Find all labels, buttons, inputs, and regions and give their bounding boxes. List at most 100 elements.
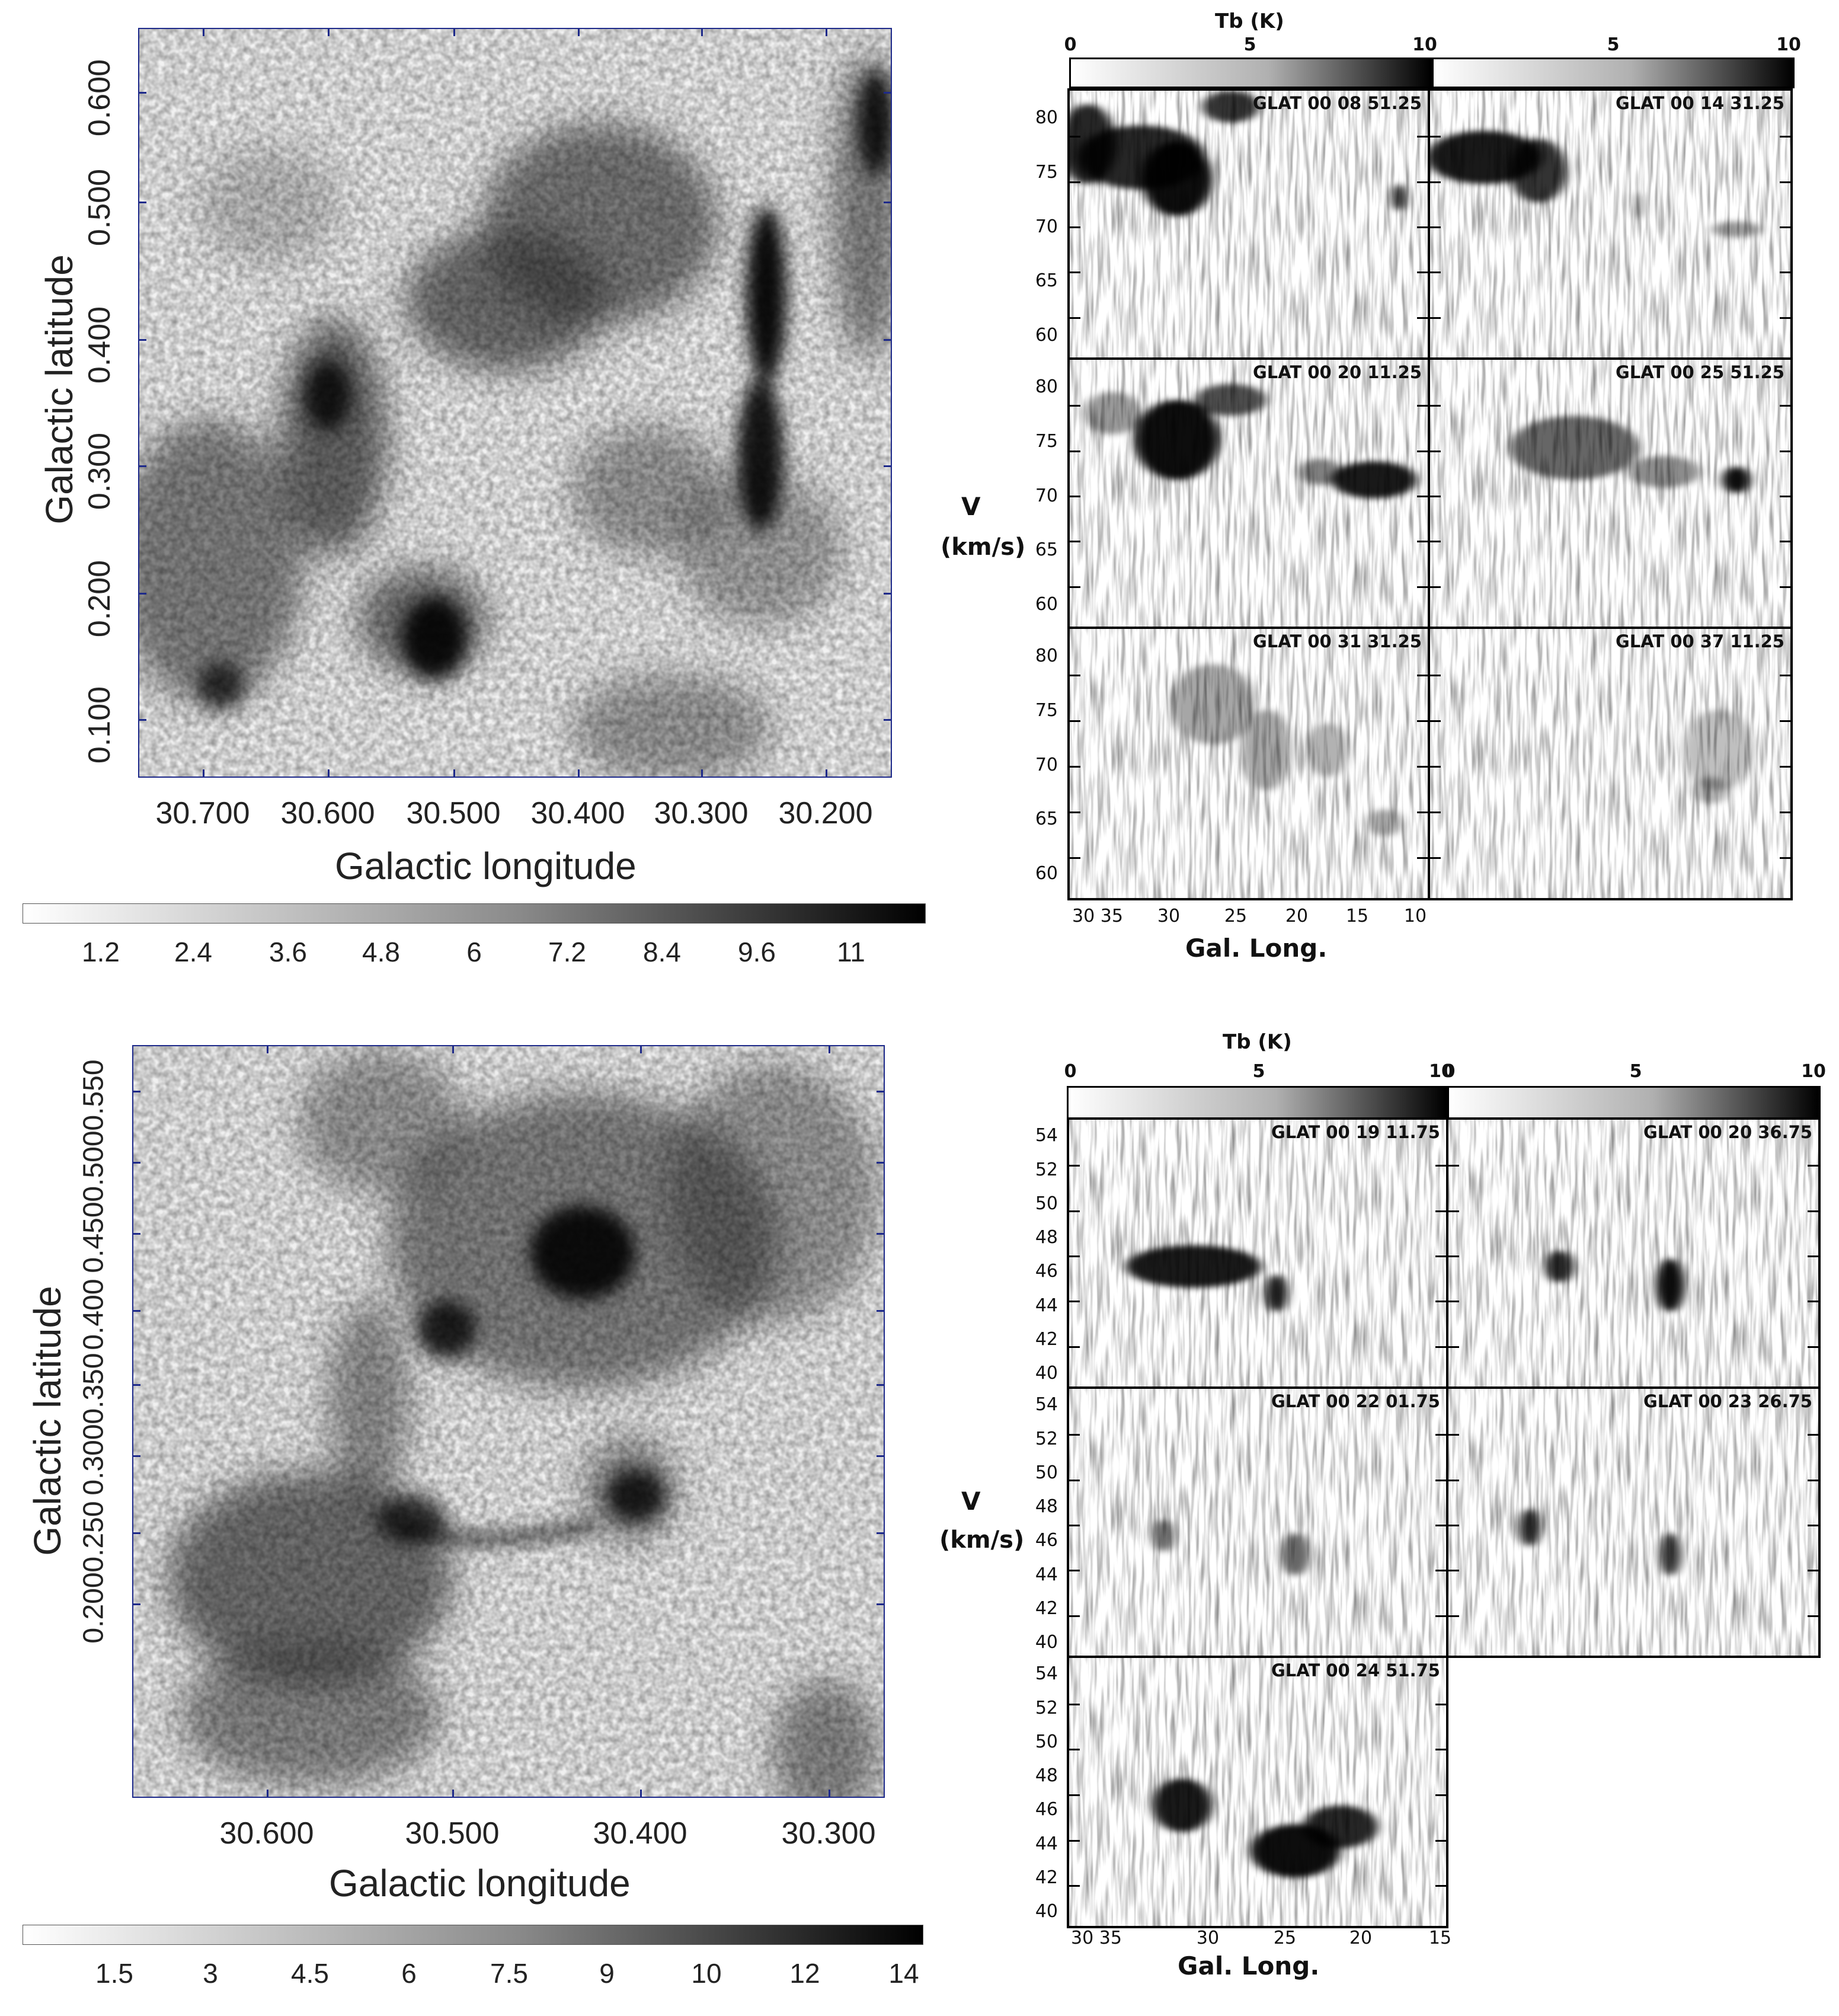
bottom-pv-tickmark [1435, 1703, 1446, 1705]
top-pv-tickmark [1780, 226, 1790, 228]
bottom-pv-tickmark [1448, 1165, 1459, 1167]
bottom-map-x-tickmark [267, 1790, 268, 1798]
top-map-y-tickmark [884, 593, 892, 595]
bottom-pv-tickmark [1069, 1703, 1080, 1705]
top-map-y-tick: 0.500 [82, 168, 117, 247]
top-pv-tickmark [1780, 586, 1790, 588]
bottom-pv-v-tick: 48 [1035, 1496, 1058, 1517]
top-pv-v-tick: 75 [1035, 699, 1058, 721]
top-pv-tickmark [1070, 181, 1080, 183]
top-pv-tickmark [1780, 766, 1790, 768]
bottom-pv-tickmark [1448, 1479, 1459, 1481]
top-pv-tickmark [1780, 541, 1790, 543]
top-map-y-tickmark [138, 593, 146, 595]
top-pv-v-tick: 80 [1035, 376, 1058, 398]
top-pv-panel-title: GLAT 00 08 51.25 [1253, 93, 1422, 113]
top-pv-v-tick: 80 [1035, 107, 1058, 129]
top-map-y-tick: 0.100 [82, 686, 117, 764]
top-pv-panel-image [1070, 360, 1428, 627]
top-map-y-tickmark [884, 339, 892, 341]
top-pv-xlabel: Gal. Long. [1185, 934, 1328, 963]
top-pv-x-tick: 10 [1403, 906, 1427, 926]
bottom-pv-tickmark [1448, 1434, 1459, 1436]
bottom-pv-panel-title: GLAT 00 24 51.75 [1271, 1660, 1440, 1680]
bottom-pv-ylabel-unit: (km/s) [939, 1526, 1025, 1554]
bottom-pv-v-tick: 42 [1035, 1598, 1058, 1619]
bottom-pv-colorbar-tick: 0 [1443, 1061, 1456, 1082]
bottom-pv-v-tick: 44 [1035, 1564, 1058, 1585]
top-pv-panel-3: GLAT 00 20 11.25 [1067, 357, 1430, 629]
bottom-pv-colorbar-tick: 0 [1064, 1061, 1077, 1082]
top-pv-v-tick: 60 [1035, 593, 1058, 615]
top-map-colorbar-tick: 3.6 [269, 937, 307, 967]
bottom-pv-xlabel: Gal. Long. [1178, 1951, 1320, 1980]
bottom-pv-tickmark [1069, 1210, 1080, 1212]
top-pv-panel-6: GLAT 00 37 11.25 [1428, 627, 1793, 900]
bottom-pv-tickmark [1435, 1301, 1446, 1303]
bottom-pv-tickmark [1808, 1210, 1818, 1212]
bottom-map-x-tickmark [267, 1045, 268, 1053]
bottom-pv-tickmark [1435, 1794, 1446, 1796]
bottom-pv-v-tick: 44 [1035, 1833, 1058, 1854]
bottom-pv-tickmark [1069, 1301, 1080, 1303]
bottom-pv-v-tick: 42 [1035, 1328, 1058, 1350]
bottom-map-x-tickmark [640, 1045, 642, 1053]
top-map-x-tickmark [328, 769, 330, 778]
bottom-map-y-tickmark [877, 1233, 885, 1235]
bottom-map-colorbar-tick: 9 [599, 1958, 615, 1989]
bottom-map-y-tickmark [132, 1603, 140, 1605]
bottom-map-x-tickmark [452, 1045, 454, 1053]
bottom-pv-tickmark [1448, 1301, 1459, 1303]
top-pv-x-tick: 15 [1345, 906, 1369, 926]
bottom-map-y-tickmark [132, 1384, 140, 1386]
bottom-pv-v-tick: 44 [1035, 1295, 1058, 1316]
bottom-pv-tickmark [1435, 1479, 1446, 1481]
top-pv-v-tick: 65 [1035, 270, 1058, 292]
top-pv-tickmark [1430, 317, 1441, 319]
bottom-pv-tickmark [1448, 1255, 1459, 1257]
top-pv-tickmark [1430, 811, 1441, 813]
top-pv-tickmark [1070, 857, 1080, 859]
bottom-pv-panel-1: GLAT 00 19 11.75 [1067, 1117, 1448, 1389]
top-pv-v-tick: 65 [1035, 539, 1058, 561]
bottom-map-y-tickmark [877, 1091, 885, 1092]
top-pv-x-tick: 25 [1224, 906, 1248, 926]
bottom-pv-panel-title: GLAT 00 20 36.75 [1643, 1122, 1812, 1142]
bottom-pv-tickmark [1808, 1434, 1818, 1436]
bottom-pv-v-tick: 54 [1035, 1125, 1058, 1146]
top-pv-panel-title: GLAT 00 20 11.25 [1253, 362, 1422, 382]
bottom-map-colorbar-tick: 6 [401, 1958, 417, 1989]
bottom-pv-tickmark [1435, 1749, 1446, 1751]
top-map-x-tickmark [701, 28, 703, 36]
bottom-map-colorbar-tick: 3 [203, 1958, 218, 1989]
top-pv-v-tick: 60 [1035, 324, 1058, 346]
bottom-map-x-tick: 30.400 [593, 1816, 687, 1851]
bottom-map-y-tickmark [132, 1532, 140, 1534]
bottom-map-y-tickmark [132, 1162, 140, 1164]
top-pv-tickmark [1417, 857, 1428, 859]
top-map-x-tickmark [578, 28, 580, 36]
top-pv-panel-5: GLAT 00 31 31.25 [1067, 627, 1430, 900]
top-pv-panel-title: GLAT 00 25 51.25 [1616, 362, 1784, 382]
bottom-pv-panel-title: GLAT 00 19 11.75 [1271, 1122, 1440, 1142]
bottom-pv-v-tick: 40 [1035, 1632, 1058, 1653]
bottom-map-colorbar-tick: 12 [789, 1958, 820, 1989]
bottom-map-colorbar [23, 1925, 923, 1945]
top-pv-tickmark [1430, 136, 1441, 138]
top-map-colorbar [23, 903, 926, 924]
bottom-pv-tickmark [1448, 1210, 1459, 1212]
top-map-colorbar-tick: 2.4 [174, 937, 212, 967]
bottom-pv-x-tick: 20 [1349, 1928, 1373, 1948]
top-pv-tickmark [1780, 675, 1790, 676]
top-map-x-tick: 30.600 [280, 796, 375, 830]
top-pv-colorbar-tick: 5 [1243, 34, 1256, 55]
bottom-pv-tickmark [1069, 1434, 1080, 1436]
top-pv-tickmark [1780, 136, 1790, 138]
bottom-pv-tickmark [1448, 1570, 1459, 1572]
top-pv-tickmark [1070, 405, 1080, 407]
bottom-pv-colorbar-label: Tb (K) [1223, 1030, 1292, 1054]
top-pv-panel-image [1070, 629, 1428, 898]
bottom-pv-panel-image [1448, 1120, 1818, 1386]
bottom-pv-colorbar-right [1447, 1086, 1821, 1119]
bottom-pv-panel-title: GLAT 00 22 01.75 [1271, 1391, 1440, 1411]
